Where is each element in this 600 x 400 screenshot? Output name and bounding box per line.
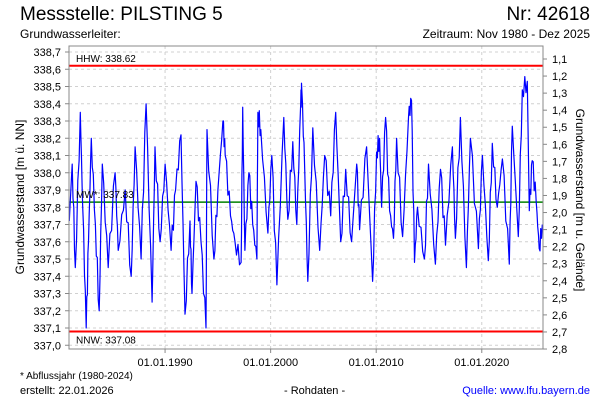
y-tick-label: 337,4 — [33, 271, 61, 283]
x-tick-label: 01.01.2000 — [243, 357, 298, 369]
y-tick-label: 338,3 — [33, 116, 61, 128]
y2-tick-label: 2,7 — [552, 327, 567, 339]
y2-tick-label: 2,4 — [552, 276, 567, 288]
y2-tick-label: 2,3 — [552, 259, 567, 271]
y2-tick-label: 1,6 — [552, 139, 567, 151]
ref-label-hhw: HHW: 338.62 — [76, 54, 136, 65]
y2-tick-label: 1,1 — [552, 54, 567, 66]
y-tick-label: 338,5 — [33, 82, 61, 94]
station-title: Messstelle: PILSTING 5 — [20, 4, 223, 25]
y-tick-label: 338,1 — [33, 151, 61, 163]
y2-tick-label: 1,3 — [552, 88, 567, 100]
y2-tick-label: 2,0 — [552, 208, 567, 220]
y-tick-label: 338,6 — [33, 64, 61, 76]
y-tick-label: 337,7 — [33, 220, 61, 232]
y2-tick-label: 2,8 — [552, 344, 567, 356]
y-tick-label: 337,5 — [33, 254, 61, 266]
axes: 338,7 338,6 338,5 338,4 338,3 338,2 338,1 338,0… — [33, 47, 567, 369]
y-tick-label: 338,7 — [33, 47, 61, 59]
created-date: erstellt: 22.01.2026 — [20, 385, 114, 397]
y-tick-label: 337,1 — [33, 323, 61, 335]
x-tick-label: 01.01.2010 — [349, 357, 404, 369]
series-line-groundwater — [68, 75, 543, 329]
y2-tick-label: 1,9 — [552, 190, 567, 202]
y-tick-label: 337,8 — [33, 202, 61, 214]
y2-axis-title: Grundwasserstand [m u. Gelände] — [573, 109, 587, 292]
y2-tick-label: 1,4 — [552, 105, 567, 117]
y2-tick-label: 1,8 — [552, 173, 567, 185]
ref-label-nnw: NNW: 337.08 — [76, 335, 136, 346]
period-label: Zeitraum: Nov 1980 - Dez 2025 — [422, 27, 590, 41]
aquifer-label: Grundwasserleiter: — [20, 27, 121, 41]
y2-tick-label: 1,2 — [552, 71, 567, 83]
x-tick-label: 01.01.1990 — [138, 357, 193, 369]
y-tick-label: 337,6 — [33, 237, 61, 249]
station-number: Nr: 42618 — [506, 4, 590, 25]
y-tick-label: 338,0 — [33, 168, 61, 180]
x-tick-label: 01.01.2020 — [454, 357, 509, 369]
y-axis-title: Grundwasserstand [m ü. NN] — [13, 120, 27, 275]
footnote: * Abflussjahr (1980-2024) — [20, 371, 133, 382]
y2-tick-label: 2,5 — [552, 293, 567, 305]
ref-label-mw: MW*: 337.83 — [76, 190, 134, 201]
y-tick-label: 337,2 — [33, 306, 61, 318]
y-tick-label: 337,9 — [33, 185, 61, 197]
y2-tick-label: 2,1 — [552, 225, 567, 237]
y2-tick-label: 2,6 — [552, 310, 567, 322]
y2-tick-label: 2,2 — [552, 242, 567, 254]
y2-tick-label: 1,7 — [552, 156, 567, 168]
source-link[interactable]: Quelle: www.lfu.bayern.de — [462, 385, 590, 397]
y-tick-label: 338,4 — [33, 99, 61, 111]
data-type: - Rohdaten - — [284, 385, 346, 397]
y-tick-label: 337,3 — [33, 289, 61, 301]
y2-tick-label: 1,5 — [552, 122, 567, 134]
plot-frame — [68, 45, 544, 350]
y-tick-label: 338,2 — [33, 133, 61, 145]
y-tick-label: 337,0 — [33, 340, 61, 352]
